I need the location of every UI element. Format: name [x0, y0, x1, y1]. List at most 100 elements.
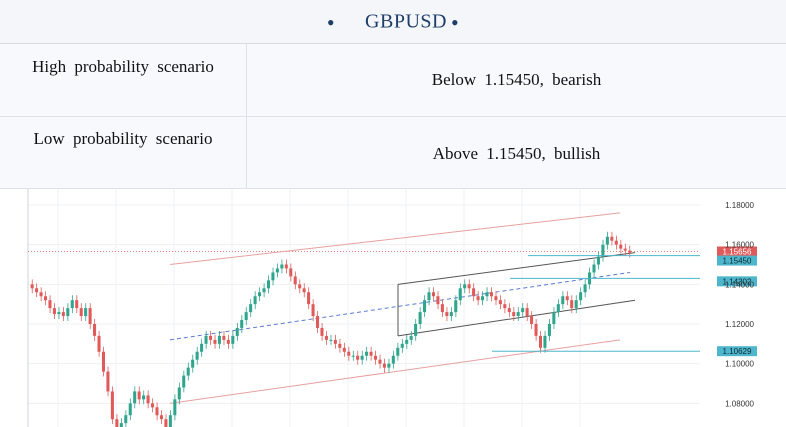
candle-body — [440, 304, 444, 313]
bullet-left-icon: • — [326, 10, 336, 35]
column-divider — [246, 44, 247, 116]
candle-body — [266, 280, 270, 289]
candle-body — [556, 304, 560, 313]
candle-body — [43, 296, 48, 301]
candle-body — [521, 308, 525, 313]
candle-body — [110, 391, 114, 420]
candle-body — [168, 415, 172, 427]
candle-body — [601, 244, 605, 257]
channel-lower-red — [169, 339, 621, 404]
candle-body — [472, 288, 476, 297]
candle-body — [414, 324, 418, 336]
scenario-row-low: Low probability scenario Above 1.15450, … — [0, 117, 786, 189]
candle-body — [449, 312, 453, 317]
candle-body — [253, 296, 257, 305]
candle-body — [373, 355, 378, 360]
y-tick-label: 1.14000 — [725, 280, 754, 289]
candle-body — [311, 304, 315, 317]
candle-body — [258, 292, 262, 297]
bullet-right-icon: • — [450, 10, 460, 35]
price-level-label: 1.10629 — [723, 347, 752, 356]
candle-body — [289, 268, 293, 277]
candle-body — [365, 351, 369, 356]
price-level-badge — [717, 255, 757, 266]
candle-body — [195, 351, 199, 360]
candle-body — [436, 296, 440, 305]
candle-body — [445, 312, 449, 317]
candle-body — [146, 395, 150, 404]
candle-body — [133, 391, 137, 404]
candle-body — [128, 403, 132, 416]
candle-body — [75, 300, 79, 309]
candle-body — [530, 316, 534, 324]
candle-body — [226, 339, 230, 344]
candle-body — [427, 292, 431, 301]
candle-body — [480, 296, 485, 301]
candle-body — [338, 343, 342, 348]
candle-body — [200, 343, 204, 352]
candle-body — [106, 371, 110, 392]
symbol-title: GBPUSD — [365, 10, 447, 33]
candle-body — [115, 419, 119, 427]
candle-body — [271, 272, 275, 281]
candle-body — [93, 324, 97, 336]
candle-body — [186, 367, 190, 376]
candle-body — [119, 423, 123, 427]
candle-body — [320, 327, 324, 336]
candle-body — [324, 335, 328, 340]
y-tick-label: 1.12000 — [725, 320, 754, 329]
candle-body — [315, 316, 320, 328]
candle-body — [333, 339, 337, 344]
candle-body — [249, 304, 253, 313]
candle-body — [70, 300, 74, 309]
candle-body — [409, 335, 413, 340]
y-tick-label: 1.16000 — [725, 241, 754, 250]
candle-body — [61, 312, 65, 317]
scenario-label: High probability scenario — [32, 57, 214, 76]
scenario-label: Low probability scenario — [33, 129, 213, 148]
candle-body — [213, 339, 217, 344]
candle-body — [538, 335, 543, 348]
candle-body — [579, 292, 583, 301]
candle-body — [208, 335, 213, 340]
candle-body — [623, 248, 627, 251]
price-level-label: 1.15450 — [723, 257, 752, 266]
candle-body — [369, 351, 373, 356]
candle-body — [405, 339, 409, 344]
candle-body — [240, 320, 244, 328]
candle-body — [293, 276, 297, 285]
candle-body — [614, 240, 618, 245]
candle-body — [458, 288, 462, 301]
candle-body — [84, 308, 88, 317]
candle-body — [463, 284, 467, 289]
candle-body — [552, 312, 556, 324]
candle-body — [52, 308, 56, 315]
price-level-badge — [717, 246, 757, 257]
candle-body — [35, 288, 39, 293]
candle-body — [204, 335, 208, 344]
candle-body — [485, 292, 489, 297]
candle-body — [360, 355, 364, 360]
candle-body — [610, 236, 614, 241]
candle-body — [628, 250, 632, 253]
candle-body — [489, 292, 493, 297]
candle-body — [382, 363, 386, 368]
candle-body — [79, 308, 83, 317]
candle-body — [30, 284, 34, 289]
candle-body — [101, 351, 106, 372]
candle-body — [302, 288, 306, 293]
candle-body — [378, 359, 382, 364]
candle-body — [507, 308, 511, 313]
candle-body — [391, 355, 395, 364]
candle-body — [454, 300, 458, 313]
y-tick-label: 1.08000 — [725, 399, 754, 408]
candle-body — [494, 296, 498, 301]
candle-body — [583, 284, 587, 293]
candle-body — [467, 284, 471, 289]
candle-body — [177, 387, 181, 400]
y-tick-label: 1.10000 — [725, 360, 754, 369]
candle-body — [498, 300, 502, 305]
channel-lower-gray — [397, 299, 636, 337]
candle-body — [356, 355, 360, 360]
